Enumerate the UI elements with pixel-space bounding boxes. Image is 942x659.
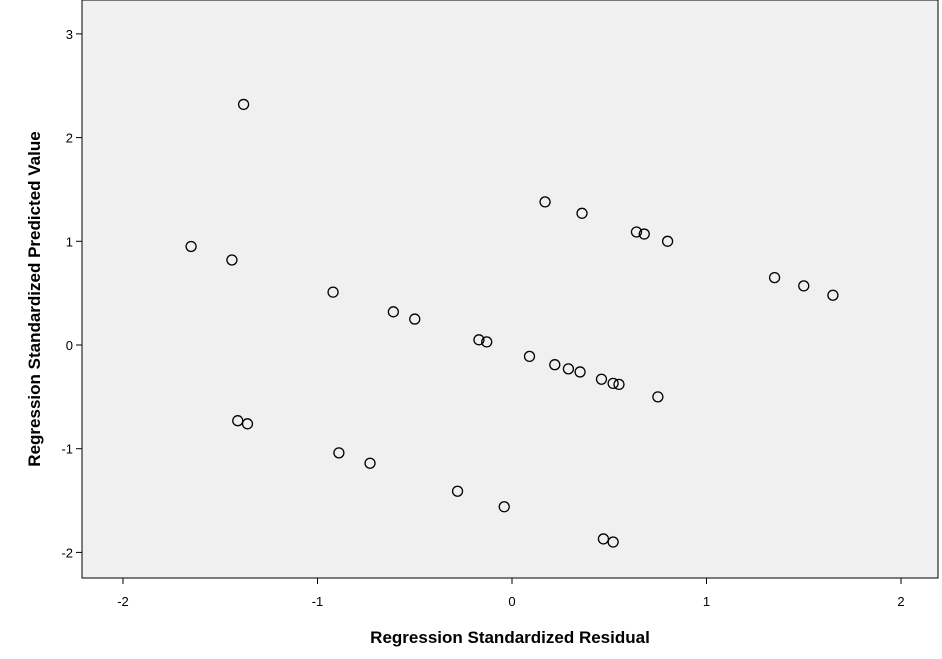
y-tick-label: 1	[66, 234, 73, 249]
data-point	[409, 313, 421, 325]
data-point	[237, 98, 250, 111]
x-tick-label: 2	[897, 594, 904, 609]
data-point	[661, 235, 674, 247]
data-point	[523, 350, 536, 363]
x-tick-label: 0	[508, 594, 515, 609]
data-point	[607, 377, 619, 390]
data-point	[827, 289, 839, 301]
data-point	[539, 196, 551, 208]
data-point	[562, 363, 575, 375]
data-point	[607, 536, 619, 548]
data-point	[232, 415, 244, 427]
data-point	[473, 334, 485, 346]
y-tick-label: 3	[66, 27, 73, 42]
y-tick-label: -1	[61, 442, 73, 457]
x-tick-label: -1	[312, 594, 324, 609]
data-point	[498, 501, 510, 513]
plot-area	[81, 0, 939, 579]
data-point	[481, 336, 493, 348]
data-point	[549, 359, 561, 371]
data-point	[226, 254, 238, 266]
data-point	[576, 207, 588, 219]
data-point	[327, 286, 339, 298]
data-point	[768, 271, 781, 284]
x-tick-label: -2	[117, 594, 129, 609]
data-point	[185, 240, 197, 253]
y-axis-ticks: -2 -1 0 1 2 3	[61, 27, 82, 560]
data-point	[638, 228, 650, 240]
data-point	[333, 447, 345, 459]
data-point	[387, 306, 400, 318]
data-point	[630, 226, 643, 238]
data-point	[451, 485, 464, 497]
data-point	[595, 373, 608, 385]
x-tick-label: 1	[703, 594, 710, 609]
y-tick-label: 0	[66, 338, 73, 353]
y-axis-title: Regression Standardized Predicted Value	[25, 131, 44, 466]
y-tick-label: -2	[61, 545, 73, 560]
x-axis-title: Regression Standardized Residual	[370, 628, 650, 647]
x-axis-ticks: -2 -1 0 1 2	[117, 578, 905, 609]
data-points	[185, 98, 839, 548]
data-point	[241, 418, 254, 430]
data-point	[574, 366, 586, 378]
data-point	[364, 457, 376, 469]
data-point	[613, 378, 625, 391]
y-tick-label: 2	[66, 131, 73, 146]
data-point	[652, 391, 664, 403]
data-point	[798, 280, 810, 292]
data-point	[597, 533, 610, 545]
